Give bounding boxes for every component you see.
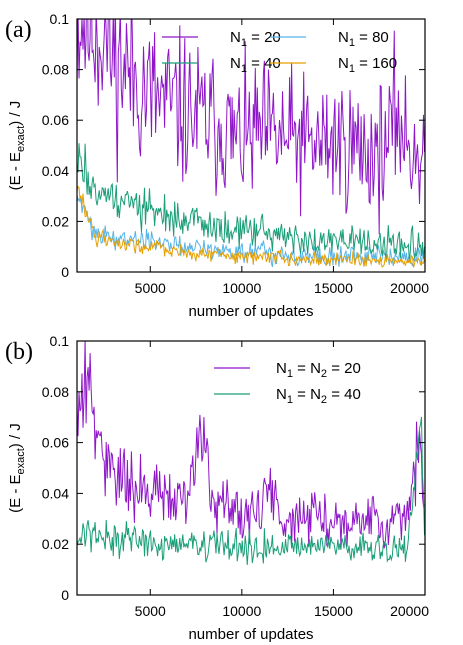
y-tick-label: 0.06 [42,435,69,451]
series-line-n1-40 [77,143,425,263]
y-tick-label: 0.04 [42,485,69,501]
x-tick-label: 5000 [135,280,166,296]
y-axis-label-group: (E - Eexact) / J [7,423,27,513]
legend-label: N1 = 20 [230,29,281,49]
series-line-n1-n2-20 [77,341,425,549]
x-axis-label: number of updates [188,303,313,320]
series-line-n1-20 [77,19,425,235]
y-tick-label: 0.08 [42,62,69,78]
y-tick-label: 0.04 [42,163,69,179]
series-line-n1-160 [77,185,425,268]
y-tick-label: 0.02 [42,536,69,552]
x-tick-label: 5000 [135,603,166,619]
y-tick-label: 0.06 [42,112,69,128]
legend: N1 = 20 N1 = 80 N1 = 40 N1 = 160 [162,29,397,75]
x-tick-label: 20000 [390,603,429,619]
x-axis-label: number of updates [188,626,313,643]
panel-label: (b) [5,339,33,365]
legend-label: N1 = N2 = 20 [276,360,361,380]
y-tick-label: 0.1 [50,333,70,349]
plot-frame [76,340,426,596]
x-tick-label: 20000 [390,280,429,296]
x-tick-label: 15000 [314,603,353,619]
plot-frame [76,18,426,273]
x-tick-label: 10000 [222,280,261,296]
legend-label: N1 = N2 = 40 [276,386,361,406]
legend-label: N1 = 40 [230,55,281,75]
y-axis-label: (E - Eexact) / J [7,423,27,513]
series-line-n1-n2-40 [77,416,425,566]
chart-panel-a: 0 0.02 0.04 0.06 0.08 0.1 5000 10000 15000 20000 n… [5,11,429,320]
legend: N1 = N2 = 20 N1 = N2 = 40 [214,360,361,406]
x-tick-label: 10000 [222,603,261,619]
chart-panel-b: 0 0.02 0.04 0.06 0.08 0.1 5000 10000 15000 20000 n… [5,333,429,643]
panel-label: (a) [5,17,32,43]
series-line-n1-80 [77,194,425,268]
y-axis-label: (E - Eexact) / J [7,101,27,191]
y-tick-label: 0.1 [50,11,70,27]
legend-label: N1 = 80 [338,29,389,49]
y-tick-label: 0.02 [42,213,69,229]
y-axis-label-group: (E - Eexact) / J [7,101,27,191]
x-tick-label: 15000 [314,280,353,296]
legend-label: N1 = 160 [338,55,397,75]
y-tick-label: 0.08 [42,384,69,400]
y-tick-label: 0 [61,264,69,280]
y-tick-label: 0 [61,587,69,603]
